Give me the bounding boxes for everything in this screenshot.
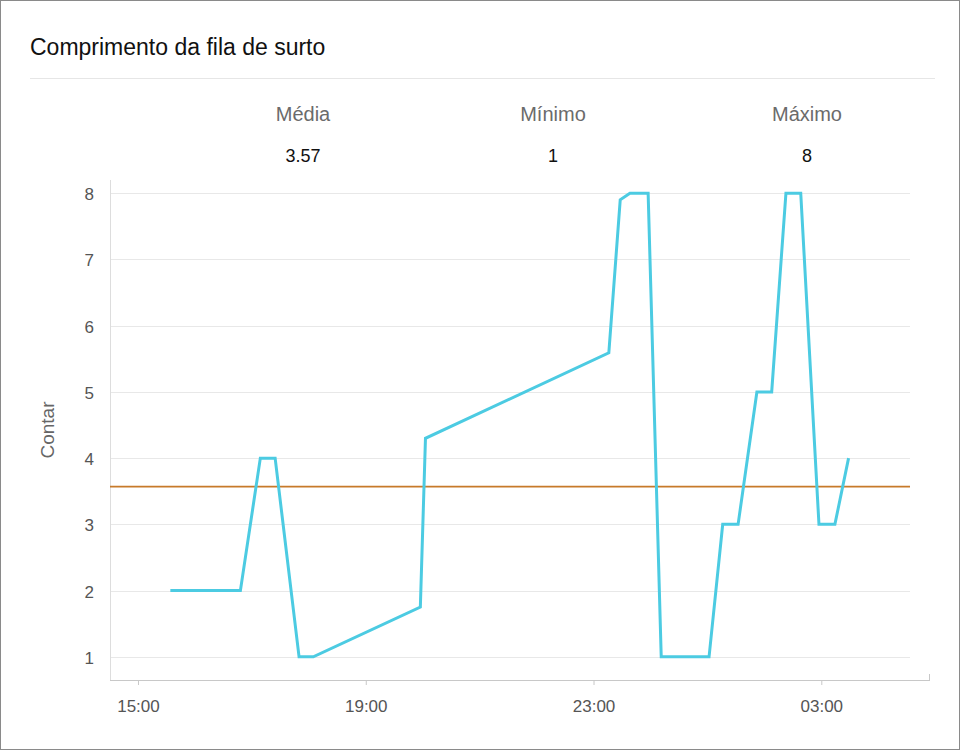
y-tick-label: 7 [85,251,94,270]
x-axis-end [929,674,930,681]
chart-svg: Comprimento da fila de surto Média 3.57 Mín… [0,0,960,750]
x-tick [594,680,595,685]
stat-label: Máximo [772,103,842,125]
stat-label: Mínimo [520,103,586,125]
x-tick-label: 23:00 [573,697,616,716]
grid-line [110,458,910,459]
y-tick-label: 4 [85,450,94,469]
title-separator [30,78,935,79]
series-line [170,193,848,657]
frame [1,1,960,750]
grid-line [110,392,910,393]
y-tick-label: 3 [85,516,94,535]
x-tick [366,680,367,685]
y-axis-line [110,180,111,680]
x-tick-label: 15:00 [117,697,160,716]
stat-value: 1 [548,146,558,166]
y-tick-label: 2 [85,583,94,602]
y-axis-label: Contar [37,401,58,459]
y-tick-label: 8 [85,185,94,204]
mean-line [110,486,910,488]
stat-value: 8 [802,146,812,166]
stat-label: Média [276,103,331,125]
y-tick-label: 1 [85,649,94,668]
grid-line [110,326,910,327]
x-tick-label: 03:00 [801,697,844,716]
y-tick-label: 5 [85,384,94,403]
x-tick-label: 19:00 [345,697,388,716]
grid-line [110,524,910,525]
y-tick-label: 6 [85,318,94,337]
stat-value: 3.57 [285,146,320,166]
x-tick [821,680,822,685]
x-axis-line [110,680,930,681]
x-tick [138,680,139,685]
plot-area [110,193,910,657]
title: Comprimento da fila de surto [30,34,325,60]
grid-line [110,259,910,260]
chart-root: Comprimento da fila de surto Média 3.57 Mín… [0,0,960,750]
grid-line [110,657,910,658]
